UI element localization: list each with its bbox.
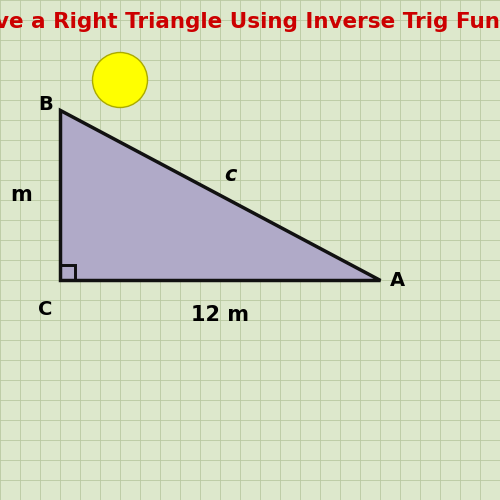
Text: ve a Right Triangle Using Inverse Trig Func: ve a Right Triangle Using Inverse Trig F… xyxy=(0,12,500,32)
Polygon shape xyxy=(60,110,380,280)
Text: B: B xyxy=(38,96,52,114)
Text: m: m xyxy=(10,185,32,205)
Circle shape xyxy=(92,52,148,108)
Text: 12 m: 12 m xyxy=(191,305,249,325)
Text: A: A xyxy=(390,270,405,289)
Text: c: c xyxy=(224,165,236,185)
Text: C: C xyxy=(38,300,52,319)
